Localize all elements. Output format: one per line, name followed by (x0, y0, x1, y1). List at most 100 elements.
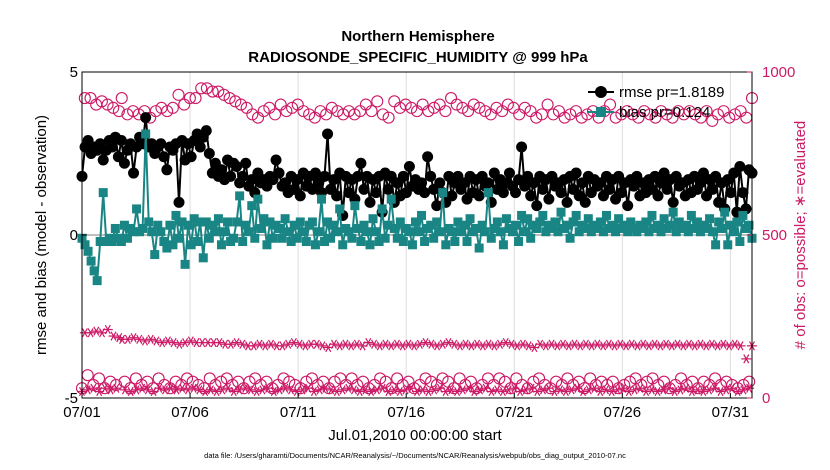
obs-possible-point (501, 98, 514, 111)
obs-evaluated-point (712, 341, 723, 351)
rmse-point (185, 151, 197, 163)
obs-evaluated-point (317, 341, 328, 351)
obs-evaluated-point (225, 339, 236, 349)
bias-point (586, 227, 596, 237)
bias-point (183, 220, 193, 230)
obs-evaluated-point (346, 341, 357, 351)
bias-point (262, 240, 272, 250)
bias-point (298, 227, 308, 237)
obs-evaluated-point (643, 341, 654, 351)
obs-possible-point (396, 378, 409, 392)
obs-possible-point (416, 98, 429, 111)
obs-evaluated-point (449, 339, 460, 349)
bias-point (595, 217, 605, 227)
obs-evaluated-point (729, 339, 740, 349)
footer-datafile: data file: /Users/gharamti/Documents/NCA… (204, 451, 626, 460)
obs-possible-point (274, 98, 287, 111)
obs-possible-point (711, 108, 724, 121)
bias-point (432, 217, 442, 227)
obs-evaluated-point (420, 337, 431, 348)
obs-possible-point (212, 85, 225, 98)
bias-point (477, 220, 487, 230)
rmse-point (106, 141, 118, 153)
bias-point (259, 214, 269, 224)
bias-point (310, 240, 320, 250)
bias-point (392, 233, 402, 243)
obs-evaluated-point (168, 337, 179, 348)
obs-evaluated-point (706, 339, 717, 349)
rmse-point (309, 167, 321, 179)
obs-evaluated-point (689, 341, 700, 351)
obs-evaluated-point (492, 385, 503, 395)
bias-point (201, 217, 211, 227)
obs-evaluated-point (157, 337, 168, 348)
obs-possible-point (348, 108, 361, 121)
obs-possible-point (183, 92, 196, 105)
obs-possible-point (439, 105, 452, 118)
bias-point (265, 217, 275, 227)
rmse-point (203, 148, 215, 159)
obs-evaluated-point (692, 385, 703, 395)
obs-evaluated-point (586, 341, 597, 351)
bias-point (356, 237, 366, 247)
obs-evaluated-point (566, 385, 577, 395)
bias-point (238, 237, 248, 247)
bias-point (695, 227, 705, 237)
obs-evaluated-point (228, 386, 239, 397)
obs-possible-point (550, 375, 563, 388)
bias-point (223, 217, 233, 227)
obs-possible-point (518, 101, 531, 114)
obs-evaluated-point (125, 386, 136, 397)
bias-point (122, 233, 132, 243)
rmse-point (525, 190, 537, 202)
bias-point (377, 204, 387, 214)
obs-evaluated-point (675, 385, 686, 395)
rmse-point (355, 157, 367, 169)
rmse-point (294, 190, 306, 202)
obs-possible-point (152, 372, 165, 385)
rmse-point (273, 167, 285, 179)
obs-evaluated-point (331, 386, 342, 397)
obs-evaluated-point (300, 341, 311, 351)
obs-possible-point (92, 372, 106, 385)
bias-point (641, 217, 651, 227)
bias-point (414, 227, 424, 237)
obs-evaluated-point (257, 385, 268, 395)
bias-point (638, 223, 648, 233)
obs-evaluated-point (280, 383, 291, 393)
obs-evaluated-point (704, 385, 715, 395)
obs-evaluated-point (546, 339, 557, 349)
bias-point (532, 223, 542, 233)
bias-point (426, 220, 436, 230)
obs-evaluated-point (535, 339, 546, 349)
obs-possible-point (510, 372, 523, 385)
bias-point (189, 214, 199, 224)
bias-point (726, 220, 736, 230)
bias-point (195, 217, 205, 227)
rmse-point (579, 196, 591, 208)
obs-evaluated-point (738, 385, 749, 395)
bias-point (462, 237, 472, 247)
bias-point (329, 220, 339, 230)
obs-evaluated-point (598, 341, 609, 351)
obs-possible-point (453, 372, 466, 385)
obs-possible-point (382, 111, 395, 124)
bias-point (186, 240, 196, 250)
legend: rmse pr=1.8189 bias pr=0.124 (588, 84, 724, 121)
obs-evaluated-point (684, 339, 695, 349)
obs-evaluated-point (251, 386, 262, 397)
obs-evaluated-point (503, 385, 514, 395)
obs-evaluated-point (741, 354, 752, 364)
obs-possible-point (640, 375, 654, 388)
legend-label-0: rmse pr=1.8189 (619, 84, 724, 101)
obs-evaluated-point (380, 339, 391, 349)
rmse-point (200, 125, 212, 137)
bias-point (144, 217, 154, 227)
x-tick-label-4: 07/21 (495, 404, 533, 421)
rmse-point (422, 151, 434, 163)
bias-point (159, 237, 169, 247)
bias-point (705, 214, 715, 224)
obs-possible-point (129, 372, 142, 385)
obs-evaluated-point (437, 339, 448, 349)
bias-point (492, 217, 502, 227)
